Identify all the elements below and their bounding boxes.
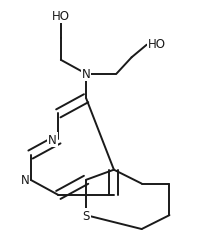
Text: HO: HO [52, 10, 70, 23]
Text: HO: HO [148, 38, 166, 51]
Text: S: S [82, 209, 90, 222]
Text: N: N [21, 174, 29, 186]
Text: N: N [82, 68, 90, 81]
Text: N: N [48, 133, 57, 146]
